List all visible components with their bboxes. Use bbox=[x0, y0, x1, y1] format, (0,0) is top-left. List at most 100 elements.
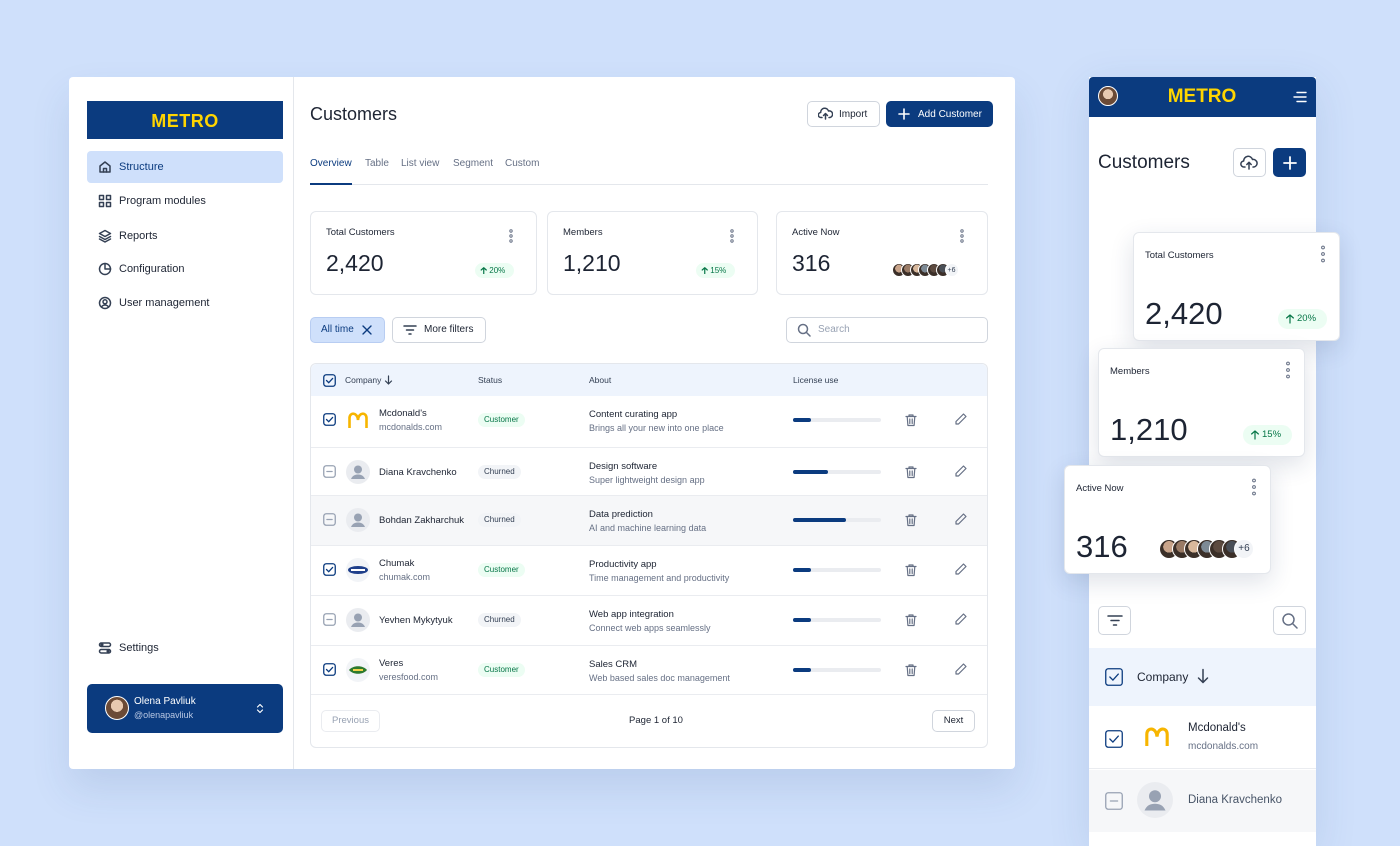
company-logo bbox=[346, 608, 370, 632]
license-bar bbox=[793, 668, 811, 672]
table bbox=[310, 363, 988, 748]
nav-label: Configuration bbox=[119, 263, 185, 275]
delete-button[interactable] bbox=[904, 613, 918, 627]
edit-button[interactable] bbox=[954, 512, 968, 526]
tabs-line bbox=[310, 184, 988, 185]
search-placeholder: Search bbox=[818, 324, 850, 335]
stat-card bbox=[310, 211, 537, 295]
delete-button[interactable] bbox=[904, 413, 918, 427]
edit-button[interactable] bbox=[954, 662, 968, 676]
previous-button[interactable] bbox=[321, 710, 380, 732]
settings-item[interactable] bbox=[87, 632, 283, 664]
mobile-company-logo bbox=[1145, 727, 1169, 747]
change-arrow bbox=[480, 266, 488, 274]
mobile-add-icon bbox=[1283, 156, 1297, 170]
checkbox[interactable] bbox=[1105, 730, 1123, 748]
mobile-stat-menu[interactable] bbox=[1252, 478, 1256, 496]
change-arrow bbox=[1285, 314, 1295, 324]
edit-button[interactable] bbox=[954, 464, 968, 478]
tab[interactable]: List view bbox=[401, 158, 440, 169]
avatar-more bbox=[1234, 539, 1254, 559]
license-track bbox=[793, 418, 881, 422]
edit-button[interactable] bbox=[954, 612, 968, 626]
license-bar bbox=[793, 618, 811, 622]
about-title: Web app integration bbox=[589, 609, 674, 620]
checkbox[interactable] bbox=[1105, 792, 1123, 810]
tab[interactable]: Overview bbox=[310, 158, 352, 169]
company-name: Veres bbox=[379, 658, 404, 669]
about-subtitle: AI and machine learning data bbox=[589, 523, 707, 533]
stat-label: Total Customers bbox=[326, 227, 395, 238]
checkbox[interactable] bbox=[323, 374, 336, 387]
tab[interactable]: Custom bbox=[505, 158, 540, 169]
mobile-search-icon bbox=[1281, 612, 1298, 629]
change-pill bbox=[1243, 425, 1292, 445]
mobile-row-muted bbox=[1089, 770, 1316, 832]
checkbox[interactable] bbox=[323, 413, 336, 426]
stat-menu[interactable] bbox=[509, 229, 513, 243]
mobile-filter-button[interactable] bbox=[1098, 606, 1131, 635]
delete-button[interactable] bbox=[904, 563, 918, 577]
nav-icon bbox=[98, 194, 112, 208]
stat-menu[interactable] bbox=[960, 229, 964, 243]
time-filter-label: All time bbox=[321, 324, 354, 335]
license-bar bbox=[793, 568, 811, 572]
checkbox[interactable] bbox=[323, 663, 336, 676]
column-header: About bbox=[589, 375, 612, 385]
mobile-sort-arrow bbox=[1196, 668, 1210, 684]
status-badge: Customer bbox=[478, 663, 525, 677]
nav-icon bbox=[98, 296, 112, 310]
nav-label: User management bbox=[119, 297, 210, 309]
mobile-import[interactable] bbox=[1233, 148, 1266, 177]
checkbox[interactable] bbox=[1105, 668, 1123, 686]
search-box[interactable] bbox=[786, 317, 988, 343]
mobile-stat-label: Total Customers bbox=[1145, 250, 1214, 261]
edit-button[interactable] bbox=[954, 562, 968, 576]
change-arrow bbox=[1250, 430, 1260, 440]
table-header bbox=[311, 364, 987, 396]
edit-button[interactable] bbox=[954, 412, 968, 426]
nav-item[interactable] bbox=[87, 151, 283, 183]
user-chevron bbox=[256, 703, 264, 714]
column-header[interactable]: Company bbox=[345, 375, 382, 385]
checkbox[interactable] bbox=[323, 613, 336, 626]
delete-button[interactable] bbox=[904, 663, 918, 677]
delete-button[interactable] bbox=[904, 513, 918, 527]
mobile-column-header[interactable]: Company bbox=[1137, 670, 1189, 684]
mobile-stat-value: 2,420 bbox=[1145, 296, 1223, 331]
nav-item[interactable] bbox=[87, 253, 283, 285]
settings-label: Settings bbox=[119, 642, 159, 654]
nav-item[interactable] bbox=[87, 220, 283, 252]
checkbox[interactable] bbox=[323, 513, 336, 526]
next-button[interactable] bbox=[932, 710, 975, 732]
change-label: 20% bbox=[489, 265, 506, 275]
change-pill bbox=[1278, 309, 1327, 329]
status-badge: Churned bbox=[478, 513, 521, 527]
mobile-company-domain: mcdonalds.com bbox=[1188, 741, 1259, 752]
checkbox[interactable] bbox=[323, 563, 336, 576]
row-divider bbox=[311, 645, 987, 646]
tab[interactable]: Segment bbox=[453, 158, 494, 169]
tab[interactable]: Table bbox=[365, 158, 389, 169]
change-pill bbox=[696, 263, 735, 278]
license-track bbox=[793, 568, 881, 572]
checkbox[interactable] bbox=[323, 465, 336, 478]
mobile-import-icon bbox=[1240, 155, 1258, 170]
delete-button[interactable] bbox=[904, 465, 918, 479]
mobile-stat-menu[interactable] bbox=[1321, 245, 1325, 263]
nav-icon bbox=[98, 160, 112, 174]
stat-menu[interactable] bbox=[730, 229, 734, 243]
mobile-avatar bbox=[1098, 86, 1118, 106]
mobile-menu[interactable] bbox=[1293, 91, 1307, 103]
mobile-search-button[interactable] bbox=[1273, 606, 1306, 635]
table-footer-line bbox=[311, 694, 987, 695]
add-icon bbox=[898, 108, 910, 120]
row-divider bbox=[311, 595, 987, 596]
settings-icon bbox=[98, 641, 112, 655]
mobile-panel bbox=[1089, 77, 1316, 846]
time-filter[interactable] bbox=[310, 317, 385, 343]
mobile-stat-menu[interactable] bbox=[1286, 361, 1290, 379]
company-domain: mcdonalds.com bbox=[379, 422, 443, 432]
stat-label: Members bbox=[563, 227, 603, 238]
